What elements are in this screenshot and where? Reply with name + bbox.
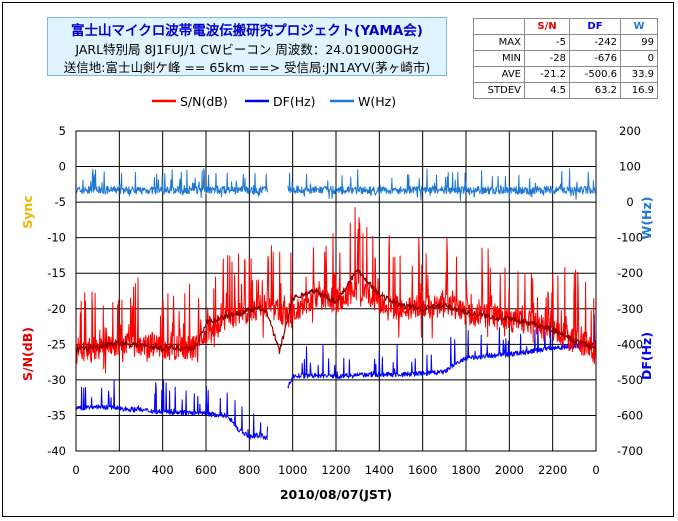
- x-tick-label: 1200: [321, 463, 350, 477]
- legend-label: W(Hz): [358, 94, 396, 109]
- x-tick-label: 0: [592, 463, 599, 477]
- x-tick-label: 1600: [408, 463, 437, 477]
- plot-border: [75, 130, 597, 452]
- y-right-tick-label: -100: [617, 231, 643, 245]
- chart-title: 富士山マイクロ波帯電波伝搬研究プロジェクト(YAMA会): [71, 23, 423, 39]
- stats-w: 16.9: [620, 82, 658, 99]
- x-tick-label: 600: [195, 463, 217, 477]
- y-left-tick-label: -35: [47, 408, 66, 422]
- y-left-tick-label: -15: [47, 266, 66, 280]
- legend-label: DF(Hz): [273, 94, 316, 109]
- x-tick-label: 1000: [278, 463, 307, 477]
- y-right-tick-label: -300: [617, 302, 643, 316]
- y-left-label-sync: Sync: [20, 195, 35, 228]
- y-left-tick-label: -25: [47, 337, 66, 351]
- y-right-tick-label: -500: [617, 373, 643, 387]
- y-left-label-sn: S/N(dB): [20, 327, 35, 381]
- stats-row-stdev: STDEV 4.5 63.2 16.9: [473, 82, 658, 99]
- series-sn-average-line: [75, 268, 597, 355]
- y-right-tick-label: -700: [617, 444, 643, 458]
- series-sn-line: [75, 207, 597, 374]
- y-left-tick-label: -10: [47, 231, 66, 245]
- y-left-tick-label: 5: [59, 124, 66, 138]
- stats-row-ave: AVE -21.2 -500.6 33.9: [473, 66, 658, 83]
- y-right-tick-label: -600: [617, 408, 643, 422]
- beacon-info: JARL特別局 8J1FUJ/1 CWビーコン 周波数：24.019000GHz: [75, 42, 419, 57]
- y-left-tick-label: -5: [55, 195, 66, 209]
- path-info: 送信地:富士山剣ケ峰 == 65km ==> 受信局:JN1AYV(茅ヶ崎市): [63, 60, 431, 75]
- y-right-tick-label: -200: [617, 266, 643, 280]
- y-left-tick-label: -40: [47, 444, 66, 458]
- y-right-label-df: DF(Hz): [639, 332, 654, 380]
- title-box: 富士山マイクロ波帯電波伝搬研究プロジェクト(YAMA会) JARL特別局 8J1…: [47, 17, 447, 76]
- y-right-tick-label: 200: [619, 124, 641, 138]
- legend-label: S/N(dB): [180, 94, 228, 109]
- series-w-line: [75, 168, 597, 201]
- y-left-tick-label: -20: [47, 302, 66, 316]
- y-right-tick-label: 100: [619, 160, 641, 174]
- x-tick-label: 1400: [365, 463, 394, 477]
- x-axis-label: 2010/08/07(JST): [280, 487, 392, 502]
- stats-w: 99: [620, 34, 658, 51]
- y-right-tick-label: -400: [617, 337, 643, 351]
- y-right-tick-label: 0: [626, 195, 633, 209]
- stats-table: S/N DF W MAX -5 -242 99 MIN -28 -676 0 A…: [473, 18, 658, 99]
- y-right-label-w: W(Hz): [639, 197, 654, 240]
- x-tick-label: 0: [72, 463, 79, 477]
- x-tick-label: 1800: [451, 463, 480, 477]
- y-left-tick-label: -30: [47, 373, 66, 387]
- y-left-tick-label: 0: [59, 160, 66, 174]
- x-tick-label: 2200: [538, 463, 567, 477]
- x-tick-label: 200: [108, 463, 130, 477]
- x-tick-label: 400: [152, 463, 174, 477]
- x-tick-label: 800: [238, 463, 260, 477]
- x-tick-label: 2000: [495, 463, 524, 477]
